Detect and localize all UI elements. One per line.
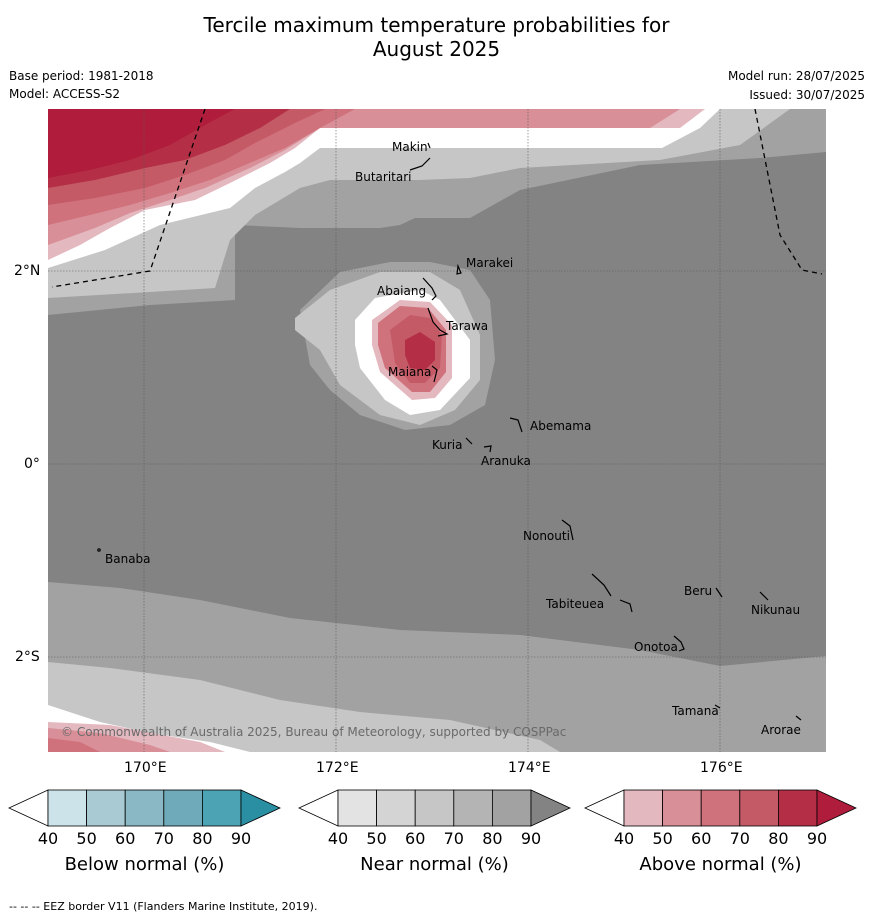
eez-border bbox=[51, 109, 823, 288]
place-label: Butaritari bbox=[355, 170, 412, 184]
colorbar-segment bbox=[86, 789, 126, 827]
near-normal-colorbar-title: Near normal (%) bbox=[360, 854, 509, 875]
colorbar-segment bbox=[491, 789, 532, 827]
colorbar-tick-label: 60 bbox=[405, 829, 426, 848]
place-label: Maiana bbox=[388, 365, 431, 379]
colorbar-tick-label: 90 bbox=[806, 829, 828, 848]
eez-footer-note: -- -- -- EEZ border V11 (Flanders Marine… bbox=[9, 900, 318, 913]
colorbar-segment bbox=[240, 789, 281, 827]
colorbar-tick-label: 50 bbox=[76, 829, 97, 848]
colorbar-tick-label: 90 bbox=[520, 829, 542, 848]
map-title-line1: Tercile maximum temperature probabilitie… bbox=[203, 13, 670, 37]
lon-label: 176°E bbox=[700, 760, 743, 776]
colorbar-segment bbox=[201, 789, 242, 827]
place-label: Arorae bbox=[761, 723, 801, 737]
colorbar-tick-label: 80 bbox=[482, 829, 503, 848]
colorbar-tick-label: 70 bbox=[153, 829, 174, 848]
place-label: Banaba bbox=[105, 552, 151, 566]
colorbar-segment bbox=[124, 789, 165, 827]
base-period: Base period: 1981-2018 bbox=[9, 69, 154, 83]
lon-label: 170°E bbox=[124, 760, 167, 776]
place-label: Beru bbox=[684, 584, 712, 598]
colorbar-segment bbox=[778, 789, 818, 827]
copyright-text: © Commonwealth of Australia 2025, Bureau… bbox=[61, 725, 566, 739]
colorbar-segment bbox=[816, 789, 857, 827]
place-label: Nonouti bbox=[523, 529, 570, 543]
below-normal-colorbar bbox=[8, 789, 281, 827]
above-normal-60-70-region-south bbox=[48, 738, 100, 752]
colorbar-segment bbox=[8, 789, 49, 827]
colorbar-segment bbox=[47, 789, 87, 827]
place-label: Tarawa bbox=[445, 319, 488, 333]
place-label: Tabiteuea bbox=[545, 597, 604, 611]
place-label: Aranuka bbox=[481, 454, 531, 468]
colorbar-tick-label: 40 bbox=[327, 829, 349, 848]
model-run-date: Model run: 28/07/2025 bbox=[727, 69, 865, 83]
map-title-line2: August 2025 bbox=[372, 37, 501, 61]
above-normal-80-90-region-tarawa bbox=[405, 332, 435, 370]
place-label: Abemama bbox=[530, 419, 591, 433]
colorbar-segment bbox=[739, 789, 779, 827]
graticule bbox=[48, 109, 826, 752]
colorbar-segment bbox=[623, 789, 663, 827]
colorbar-tick-label: 60 bbox=[115, 829, 136, 848]
colorbar-tick-label: 50 bbox=[652, 829, 673, 848]
lat-label: 0° bbox=[24, 456, 40, 472]
colorbar-legends bbox=[8, 789, 857, 827]
colorbar-tick-label: 80 bbox=[768, 829, 789, 848]
place-label: Abaiang bbox=[377, 284, 426, 298]
colorbar-tick-label: 40 bbox=[613, 829, 635, 848]
issued-date: Issued: 30/07/2025 bbox=[749, 88, 865, 102]
colorbar-segment bbox=[298, 789, 339, 827]
above-normal-colorbar bbox=[584, 789, 857, 827]
place-label: Kuria bbox=[432, 438, 463, 452]
colorbar-segment bbox=[414, 789, 455, 827]
colorbar-segment bbox=[584, 789, 625, 827]
place-label: Marakei bbox=[466, 256, 513, 270]
below-normal-colorbar-title: Below normal (%) bbox=[64, 854, 225, 875]
lat-label: 2°N bbox=[14, 263, 41, 279]
colorbar-segment bbox=[662, 789, 702, 827]
colorbar-tick-label: 70 bbox=[443, 829, 464, 848]
place-label: Onotoa bbox=[634, 640, 678, 654]
colorbar-segment bbox=[453, 789, 493, 827]
colorbar-tick-label: 70 bbox=[729, 829, 750, 848]
island-outlines bbox=[97, 142, 802, 721]
colorbar-segment bbox=[700, 789, 741, 827]
colorbar-segment bbox=[530, 789, 571, 827]
place-label: Makin bbox=[392, 140, 428, 154]
above-normal-90-region-north bbox=[48, 109, 235, 178]
near-normal-40-50-region-south bbox=[48, 662, 560, 752]
colorbar-tick-label: 40 bbox=[37, 829, 59, 848]
near-normal-colorbar bbox=[298, 789, 571, 827]
lon-label: 172°E bbox=[316, 760, 359, 776]
model-name: Model: ACCESS-S2 bbox=[9, 87, 121, 101]
place-label: Nikunau bbox=[751, 603, 800, 617]
lat-label: 2°S bbox=[15, 649, 40, 665]
forecast-map: Makin Butaritari Marakei Abaiang Tarawa … bbox=[48, 109, 826, 752]
colorbar-tick-label: 50 bbox=[366, 829, 387, 848]
colorbar-segment bbox=[376, 789, 416, 827]
above-normal-colorbar-title: Above normal (%) bbox=[639, 854, 802, 875]
lon-label: 174°E bbox=[508, 760, 551, 776]
colorbar-tick-label: 80 bbox=[192, 829, 213, 848]
colorbar-segment bbox=[163, 789, 203, 827]
colorbar-tick-label: 90 bbox=[230, 829, 252, 848]
colorbar-segment bbox=[337, 789, 377, 827]
place-label: Tamana bbox=[671, 704, 719, 718]
colorbar-tick-label: 60 bbox=[691, 829, 712, 848]
